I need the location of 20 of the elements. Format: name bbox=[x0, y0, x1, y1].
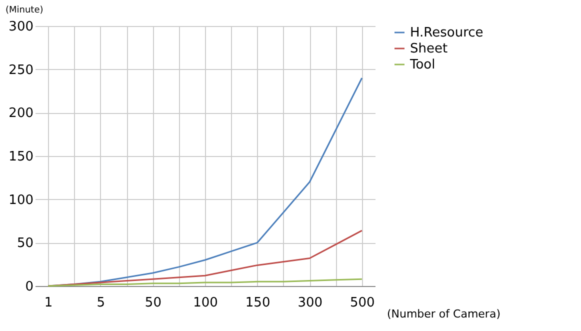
y-tick-label: 200 bbox=[8, 106, 34, 122]
x-tick-label: 500 bbox=[350, 296, 375, 310]
y-tick-label: 50 bbox=[16, 236, 34, 252]
x-tick-label: 150 bbox=[245, 296, 270, 310]
y-tick-label: 150 bbox=[8, 150, 34, 164]
line-series bbox=[47, 278, 363, 287]
legend-label: H.Resource bbox=[410, 26, 484, 40]
y-tick-label: 100 bbox=[8, 192, 34, 208]
x-tick-label: 1 bbox=[44, 296, 53, 310]
x-tick-label: 100 bbox=[193, 296, 218, 310]
x-axis-title: (Number of Camera) bbox=[386, 308, 500, 320]
y-tick-label: 300 bbox=[8, 20, 34, 34]
y-tick-label: 0 bbox=[25, 280, 34, 294]
x-tick-label: 300 bbox=[298, 296, 323, 310]
y-axis-title: (Minute) bbox=[6, 6, 44, 16]
legend-label: Sheet bbox=[410, 42, 448, 56]
x-tick-label: 50 bbox=[144, 296, 162, 310]
legend-label: Tool bbox=[409, 58, 436, 72]
x-tick-label: 5 bbox=[96, 296, 106, 310]
y-tick-label: 250 bbox=[8, 62, 34, 78]
